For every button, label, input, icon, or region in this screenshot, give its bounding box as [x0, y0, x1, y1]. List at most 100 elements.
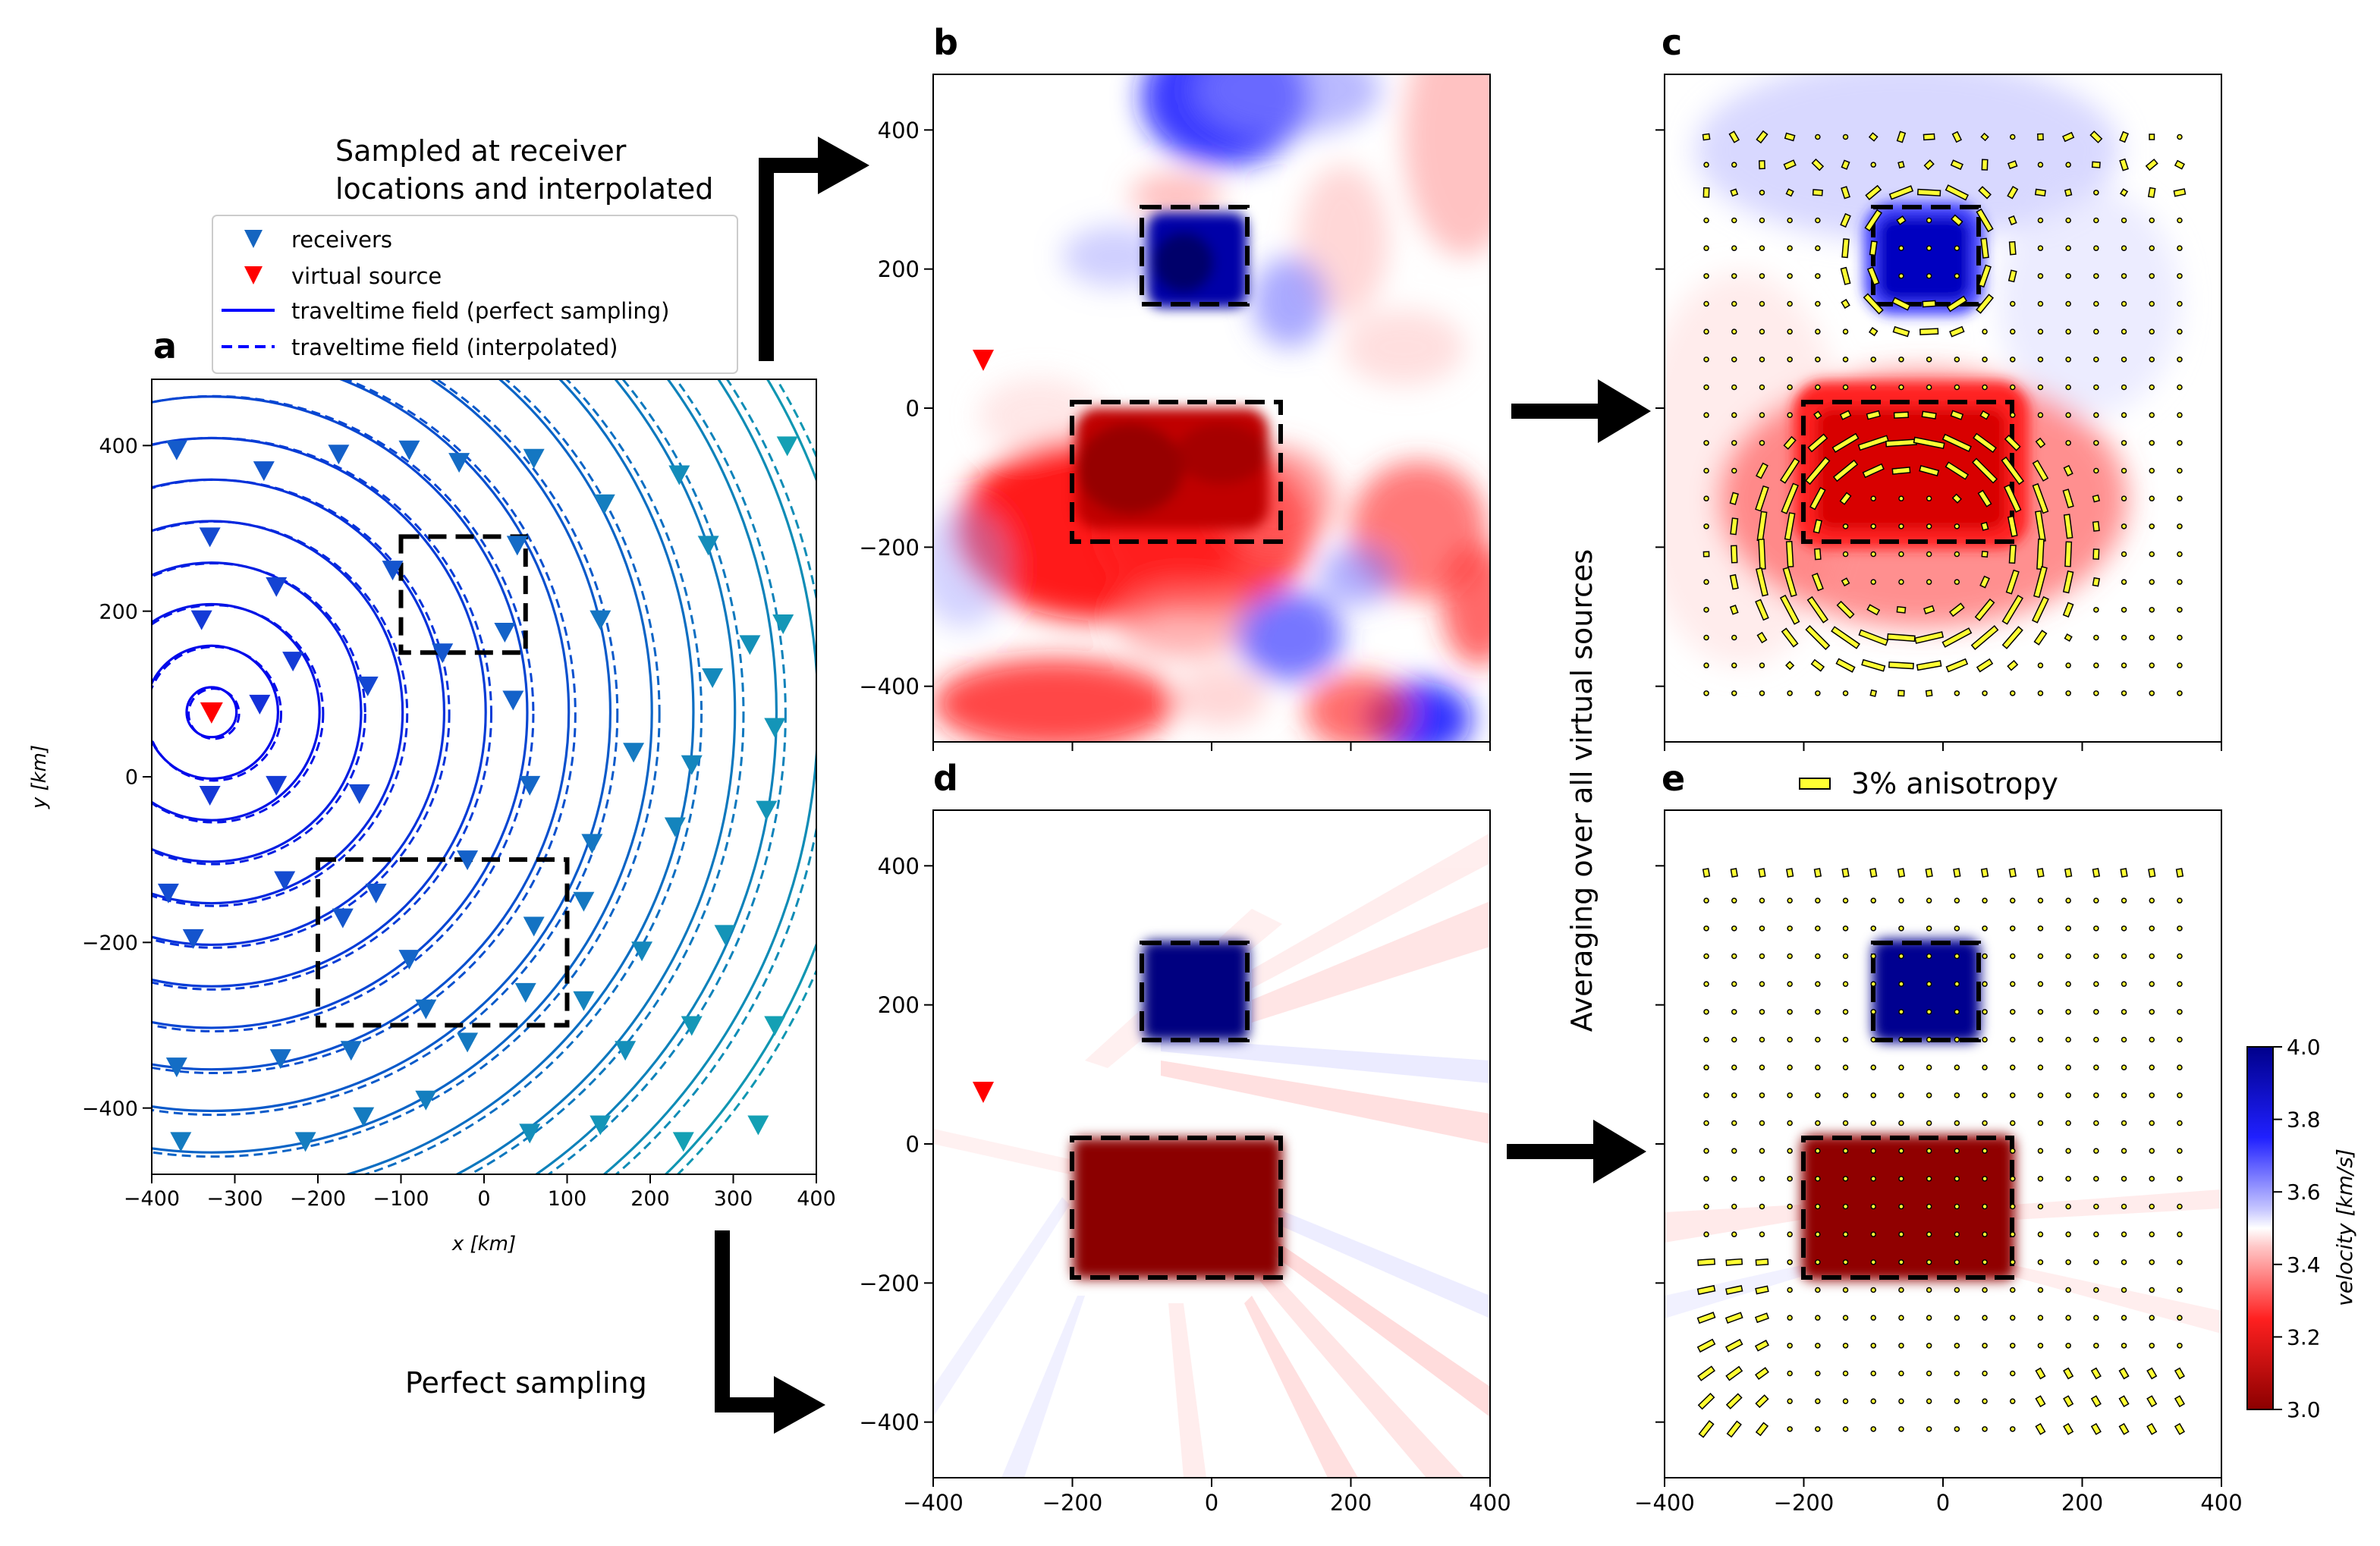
anisotropy-stick [1754, 1312, 1769, 1324]
anisotropy-stick [2064, 633, 2073, 642]
anisotropy-dot [2037, 273, 2044, 279]
panel-e-plot [1665, 810, 2221, 1478]
anomaly-box-1 [316, 857, 570, 1028]
anisotropy-dot [1898, 1176, 1904, 1182]
anisotropy-dot [1926, 1120, 1932, 1127]
anisotropy-dot [1954, 245, 1960, 251]
anisotropy-dot [1759, 1092, 1765, 1098]
anisotropy-stick [1919, 465, 1940, 476]
contour-perfect-0 [185, 686, 238, 739]
anisotropy-dot [1731, 273, 1737, 279]
anisotropy-dot [2010, 897, 2016, 903]
anisotropy-dot [2177, 1259, 2183, 1265]
anisotropy-dot [1926, 1064, 1932, 1070]
anisotropy-dot [1954, 690, 1960, 696]
anisotropy-stick [1976, 294, 1995, 314]
anisotropy-dot [1759, 245, 1765, 251]
anisotropy-dot [2149, 897, 2155, 903]
anisotropy-dot [1954, 1231, 1960, 1237]
anisotropy-dot [1787, 1009, 1793, 1015]
anisotropy-dot [1842, 1176, 1849, 1182]
anisotropy-dot [1898, 523, 1904, 529]
anisotropy-dot [1898, 1426, 1904, 1432]
anisotropy-dot [1787, 1231, 1793, 1237]
anisotropy-stick [1696, 1312, 1716, 1324]
anisotropy-dot [1703, 1009, 1709, 1015]
y-tick-label: 400 [878, 853, 920, 879]
anisotropy-dot [2065, 217, 2071, 224]
anisotropy-dot [1759, 1203, 1765, 1210]
anisotropy-dot [1842, 953, 1849, 960]
anisotropy-dot [1787, 245, 1793, 251]
anisotropy-stick [1891, 297, 1911, 311]
anisotropy-dot [1954, 579, 1960, 585]
anisotropy-stick [1914, 631, 1945, 644]
anisotropy-stick [1863, 293, 1884, 315]
anisotropy-dot [1870, 1287, 1876, 1293]
anisotropy-stick [2148, 868, 2156, 878]
anisotropy-dot [2177, 412, 2183, 418]
anisotropy-dot [1926, 523, 1932, 529]
anisotropy-dot [1703, 1120, 1709, 1127]
anisotropy-stick [1756, 631, 1768, 644]
anisotropy-stick [1784, 512, 1796, 541]
anisotropy-dot [1870, 495, 1876, 501]
anisotropy-stick [1785, 661, 1795, 671]
anisotropy-dot [1898, 1148, 1904, 1154]
receiver-marker [170, 1132, 192, 1152]
anisotropy-dot [2010, 1370, 2016, 1377]
anisotropy-dot [2149, 925, 2155, 932]
anisotropy-stick [1970, 625, 1999, 650]
anisotropy-dot [2093, 897, 2099, 903]
colorbar-tick-label: 4.0 [2287, 1035, 2321, 1060]
anisotropy-dot [1731, 440, 1737, 446]
anisotropy-dot [2177, 690, 2183, 696]
anisotropy-dot [1731, 384, 1737, 391]
anisotropy-dot [1954, 1259, 1960, 1265]
anisotropy-dot [1954, 1036, 1960, 1043]
anisotropy-dot [2177, 523, 2183, 529]
anisotropy-dot [1842, 384, 1849, 391]
anisotropy-dot [1898, 1259, 1904, 1265]
anisotropy-dot [1982, 1259, 1988, 1265]
anisotropy-dot [2037, 1203, 2044, 1210]
anisotropy-dot [1870, 1064, 1876, 1070]
anisotropy-dot [1703, 300, 1709, 307]
anisotropy-stick [2092, 520, 2100, 532]
panel-e: e −400 −200 0 200 400 [1634, 758, 2243, 1516]
anisotropy-dot [1787, 1036, 1793, 1043]
anisotropy-dot [1926, 925, 1932, 932]
anisotropy-dot [2065, 662, 2071, 668]
anisotropy-dot [1731, 245, 1737, 251]
anisotropy-dot [1787, 1176, 1793, 1182]
anisotropy-scale: 3% anisotropy [1799, 767, 2058, 800]
anisotropy-dot [1926, 1398, 1932, 1404]
anisotropy-stick [1783, 159, 1797, 171]
receiver-marker [506, 536, 528, 556]
anisotropy-dot [2149, 1203, 2155, 1210]
virtual-source [200, 702, 223, 724]
anisotropy-dot [1703, 357, 1709, 363]
anisotropy-dot [1898, 1092, 1904, 1098]
anisotropy-dot [1870, 1148, 1876, 1154]
colorbar-label: velocity [km/s] [2332, 1149, 2357, 1306]
y-tick-label: 200 [99, 600, 138, 624]
anisotropy-dot [2177, 1203, 2183, 1210]
anisotropy-dot [1842, 551, 1849, 558]
anisotropy-dot [2093, 1064, 2099, 1070]
anisotropy-stick [2119, 158, 2129, 171]
anisotropy-stick [1869, 868, 1878, 878]
anisotropy-stick [1923, 159, 1935, 171]
anisotropy-stick [1781, 482, 1799, 514]
anisotropy-dot [1842, 981, 1849, 987]
anisotropy-dot [1842, 1315, 1849, 1321]
receiver-marker [348, 784, 370, 804]
contour-perfect-8 [152, 379, 571, 1071]
anisotropy-stick [2035, 1367, 2046, 1380]
anisotropy-dot [2065, 1064, 2071, 1070]
anisotropy-dot [2177, 328, 2183, 335]
anisotropy-dot [2037, 217, 2044, 224]
anisotropy-dot [1982, 1231, 1988, 1237]
legend-entry-receivers: receivers [291, 227, 392, 253]
anisotropy-dot [1815, 1370, 1821, 1377]
